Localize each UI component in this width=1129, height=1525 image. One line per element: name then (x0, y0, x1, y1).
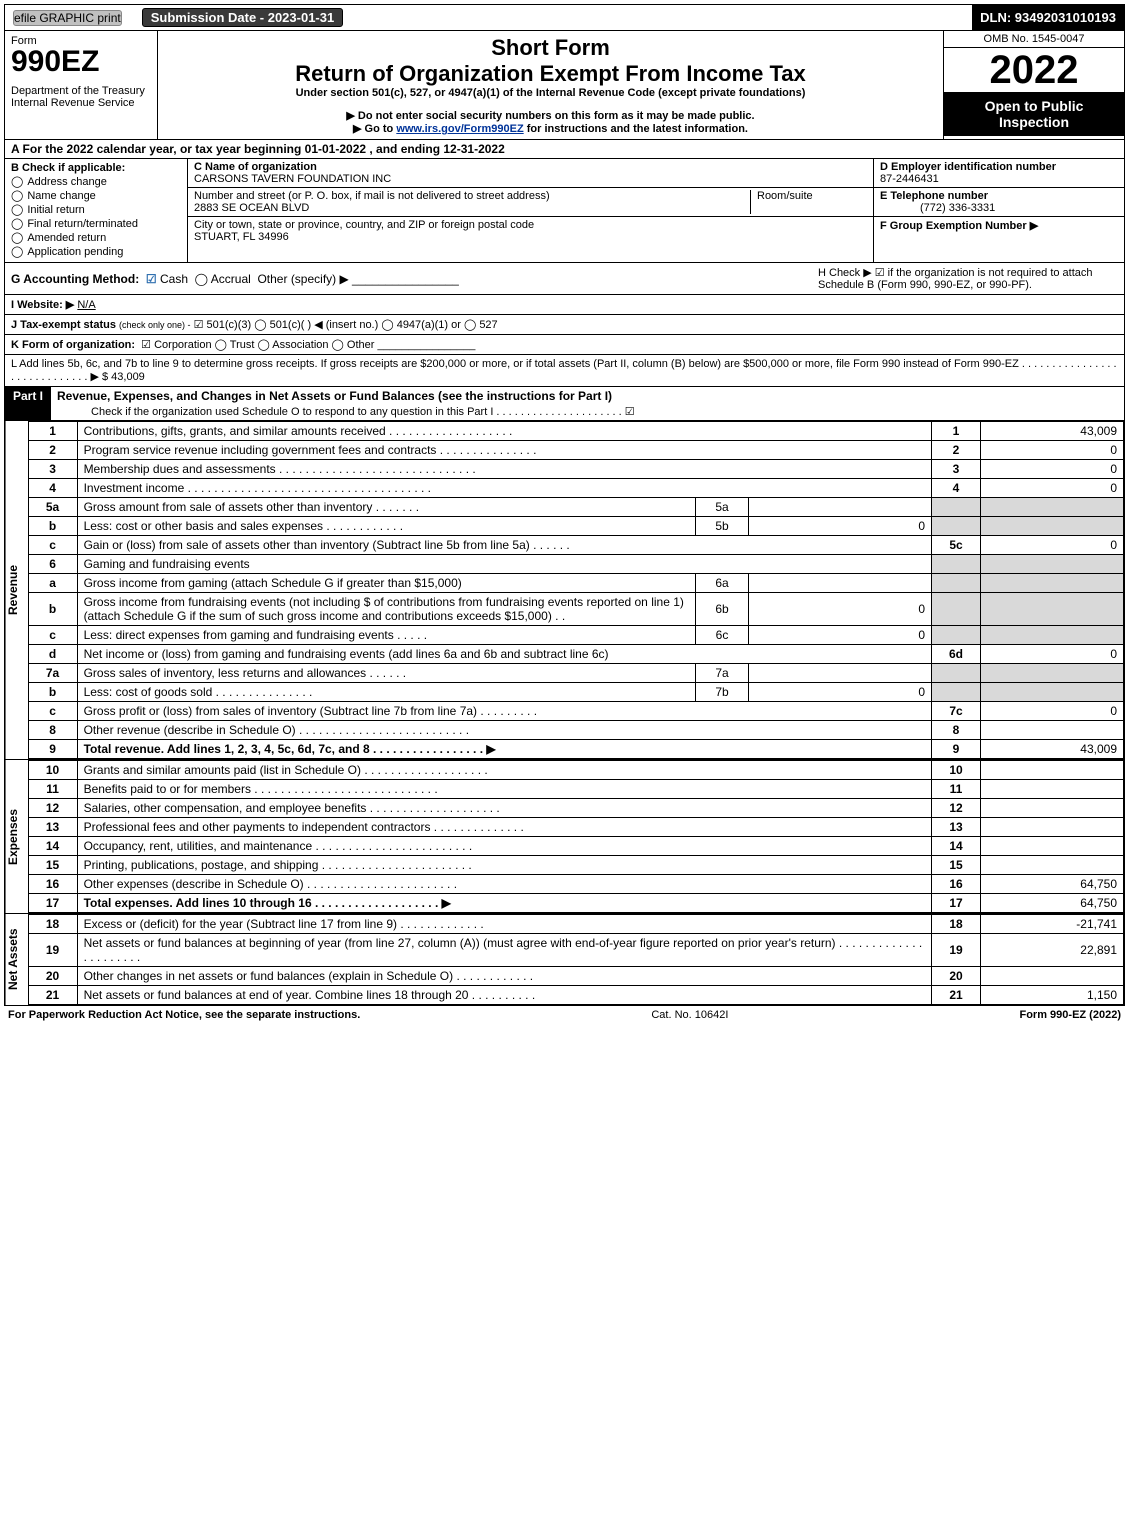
warning-goto: ▶ Go to www.irs.gov/Form990EZ for instru… (168, 122, 933, 135)
phone-value: (772) 336-3331 (880, 202, 995, 214)
section-a-period: A For the 2022 calendar year, or tax yea… (4, 140, 1125, 159)
table-row: 20Other changes in net assets or fund ba… (28, 967, 1123, 986)
check-if-applicable-label: B Check if applicable: (11, 162, 181, 174)
table-row: 17Total expenses. Add lines 10 through 1… (28, 894, 1123, 913)
checkbox-icon[interactable]: ◯ (11, 189, 23, 202)
table-row: 16Other expenses (describe in Schedule O… (28, 875, 1123, 894)
phone-label: E Telephone number (880, 190, 988, 202)
revenue-table: 1Contributions, gifts, grants, and simil… (28, 421, 1124, 759)
table-row: 14Occupancy, rent, utilities, and mainte… (28, 837, 1123, 856)
open-to-public: Open to Public Inspection (944, 92, 1124, 136)
checkbox-icon[interactable]: ◯ (11, 245, 23, 258)
checkbox-icon[interactable]: ◯ (11, 231, 23, 244)
footer-left: For Paperwork Reduction Act Notice, see … (8, 1009, 360, 1021)
table-row: 5aGross amount from sale of assets other… (28, 498, 1123, 517)
table-row: 8Other revenue (describe in Schedule O) … (28, 721, 1123, 740)
revenue-side-label: Revenue (5, 421, 28, 759)
line-i: I Website: ▶ N/A (4, 295, 1125, 315)
checkbox-icon[interactable]: ◯ (11, 217, 23, 230)
street-label: Number and street (or P. O. box, if mail… (194, 190, 550, 202)
ein-value: 87-2446431 (880, 173, 939, 185)
part-1-title: Revenue, Expenses, and Changes in Net As… (51, 387, 1124, 405)
netassets-table: 18Excess or (deficit) for the year (Subt… (28, 914, 1124, 1005)
column-c: C Name of organization CARSONS TAVERN FO… (188, 159, 873, 262)
line-l: L Add lines 5b, 6c, and 7b to line 9 to … (4, 355, 1125, 387)
short-form-title: Short Form (168, 35, 933, 61)
table-row: 2Program service revenue including gover… (28, 441, 1123, 460)
main-title: Return of Organization Exempt From Incom… (168, 61, 933, 87)
accounting-method-label: G Accounting Method: (11, 272, 139, 286)
form-number: 990EZ (11, 47, 151, 77)
table-row: bLess: cost of goods sold . . . . . . . … (28, 683, 1123, 702)
footer-right: Form 990-EZ (2022) (1019, 1009, 1121, 1021)
omb-number: OMB No. 1545-0047 (944, 31, 1124, 48)
department-label: Department of the Treasury Internal Reve… (11, 85, 151, 109)
checkbox-icon[interactable]: ◯ (11, 175, 23, 188)
table-row: dNet income or (loss) from gaming and fu… (28, 645, 1123, 664)
part-1-header: Part I Revenue, Expenses, and Changes in… (4, 387, 1125, 421)
form-header: Form 990EZ Department of the Treasury In… (4, 31, 1125, 140)
website-value: N/A (77, 299, 95, 311)
table-row: 21Net assets or fund balances at end of … (28, 986, 1123, 1005)
room-suite-label: Room/suite (750, 190, 867, 214)
expenses-section: Expenses 10Grants and similar amounts pa… (4, 760, 1125, 914)
table-row: 13Professional fees and other payments t… (28, 818, 1123, 837)
revenue-section: Revenue 1Contributions, gifts, grants, a… (4, 421, 1125, 760)
top-bar: efile GRAPHIC print Submission Date - 20… (4, 4, 1125, 31)
dln-label: DLN: 93492031010193 (972, 5, 1124, 30)
column-b: B Check if applicable: ◯Address change ◯… (5, 159, 188, 262)
submission-date-button[interactable]: Submission Date - 2023-01-31 (142, 8, 344, 27)
part-1-badge: Part I (5, 387, 51, 420)
table-row: cGain or (loss) from sale of assets othe… (28, 536, 1123, 555)
netassets-section: Net Assets 18Excess or (deficit) for the… (4, 914, 1125, 1006)
checkbox-icon[interactable]: ◯ (11, 203, 23, 216)
irs-link[interactable]: www.irs.gov/Form990EZ (396, 123, 523, 135)
table-row: 1Contributions, gifts, grants, and simil… (28, 422, 1123, 441)
table-row: bLess: cost or other basis and sales exp… (28, 517, 1123, 536)
org-name-label: C Name of organization (194, 161, 317, 173)
footer-center: Cat. No. 10642I (651, 1009, 728, 1021)
table-row: 12Salaries, other compensation, and empl… (28, 799, 1123, 818)
check-icon: ☑ (146, 272, 157, 286)
warning-ssn: ▶ Do not enter social security numbers o… (168, 109, 933, 122)
column-d: D Employer identification number 87-2446… (873, 159, 1124, 262)
table-row: 9Total revenue. Add lines 1, 2, 3, 4, 5c… (28, 740, 1123, 759)
street-value: 2883 SE OCEAN BLVD (194, 202, 309, 214)
table-row: aGross income from gaming (attach Schedu… (28, 574, 1123, 593)
city-label: City or town, state or province, country… (194, 219, 534, 231)
org-name: CARSONS TAVERN FOUNDATION INC (194, 173, 391, 185)
subtitle: Under section 501(c), 527, or 4947(a)(1)… (168, 87, 933, 99)
line-k: K Form of organization: ☑ Corporation ◯ … (4, 335, 1125, 355)
ein-label: D Employer identification number (880, 161, 1056, 173)
part-1-checknote: Check if the organization used Schedule … (51, 405, 1124, 420)
table-row: 10Grants and similar amounts paid (list … (28, 761, 1123, 780)
expenses-side-label: Expenses (5, 760, 28, 913)
group-exemption-label: F Group Exemption Number ▶ (880, 220, 1038, 232)
expenses-table: 10Grants and similar amounts paid (list … (28, 760, 1124, 913)
line-j: J Tax-exempt status (check only one) - ☑… (4, 315, 1125, 335)
efile-button[interactable]: efile GRAPHIC print (13, 10, 122, 26)
table-row: 7aGross sales of inventory, less returns… (28, 664, 1123, 683)
table-row: cLess: direct expenses from gaming and f… (28, 626, 1123, 645)
page-footer: For Paperwork Reduction Act Notice, see … (4, 1006, 1125, 1024)
table-row: bGross income from fundraising events (n… (28, 593, 1123, 626)
table-row: 6Gaming and fundraising events (28, 555, 1123, 574)
table-row: 11Benefits paid to or for members . . . … (28, 780, 1123, 799)
table-row: 15Printing, publications, postage, and s… (28, 856, 1123, 875)
city-value: STUART, FL 34996 (194, 231, 289, 243)
tax-year: 2022 (944, 48, 1124, 92)
org-info-block: B Check if applicable: ◯Address change ◯… (4, 159, 1125, 263)
table-row: 18Excess or (deficit) for the year (Subt… (28, 915, 1123, 934)
netassets-side-label: Net Assets (5, 914, 28, 1005)
gross-receipts-value: 43,009 (111, 371, 145, 383)
line-h: H Check ▶ ☑ if the organization is not r… (818, 266, 1118, 291)
table-row: 4Investment income . . . . . . . . . . .… (28, 479, 1123, 498)
table-row: 19Net assets or fund balances at beginni… (28, 934, 1123, 967)
table-row: 3Membership dues and assessments . . . .… (28, 460, 1123, 479)
table-row: cGross profit or (loss) from sales of in… (28, 702, 1123, 721)
line-g-h: G Accounting Method: ☑ Cash ◯ Accrual Ot… (4, 263, 1125, 295)
